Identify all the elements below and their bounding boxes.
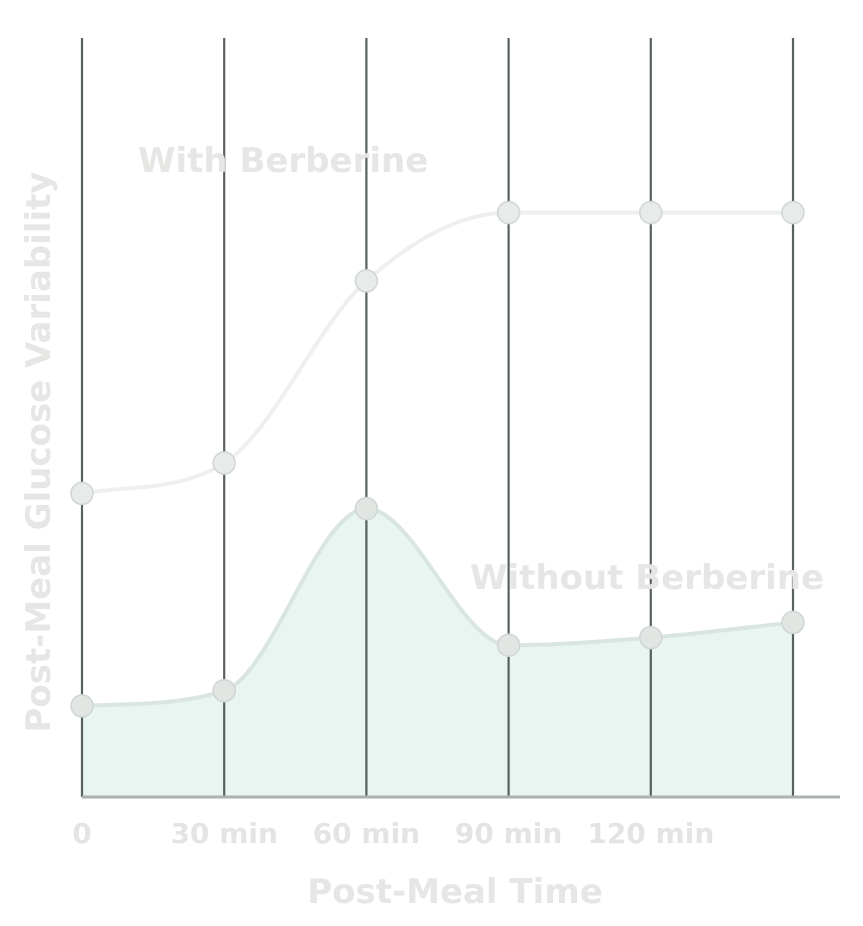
- data-point-s2-4: [496, 633, 521, 657]
- data-point-s1-6: [781, 200, 805, 225]
- marker-layer: [70, 200, 805, 718]
- x-tick-labels: 0 30 min 60 min 90 min 120 min: [72, 817, 714, 850]
- data-point-s2-5: [639, 625, 663, 650]
- series-label-without-berberine: Without Berberine: [470, 558, 824, 598]
- data-point-s1-1: [70, 481, 94, 506]
- x-tick-label-5: 120 min: [587, 817, 714, 850]
- grid-layer: [80, 38, 795, 797]
- data-point-s1-2: [212, 451, 236, 475]
- x-tick-label-3: 60 min: [313, 817, 420, 850]
- data-point-s2-1: [70, 694, 94, 718]
- data-point-s1-4: [496, 200, 521, 225]
- data-point-s2-2: [212, 678, 236, 703]
- x-tick-label-4: 90 min: [455, 817, 562, 850]
- data-point-s1-3: [354, 269, 379, 293]
- area-layer: [82, 508, 793, 797]
- series-label-with-berberine: With Berberine: [138, 141, 428, 181]
- data-point-s1-5: [639, 200, 663, 225]
- x-axis-title: Post-Meal Time: [307, 872, 603, 912]
- x-tick-label-1: 0: [72, 817, 91, 850]
- area-fill-2: [82, 508, 793, 797]
- y-axis-title: Post-Meal Glucose Variability: [19, 171, 59, 732]
- data-point-s2-6: [781, 610, 805, 635]
- series-line-1: [80, 210, 795, 496]
- data-point-s2-3: [354, 496, 379, 521]
- x-tick-label-2: 30 min: [170, 817, 277, 850]
